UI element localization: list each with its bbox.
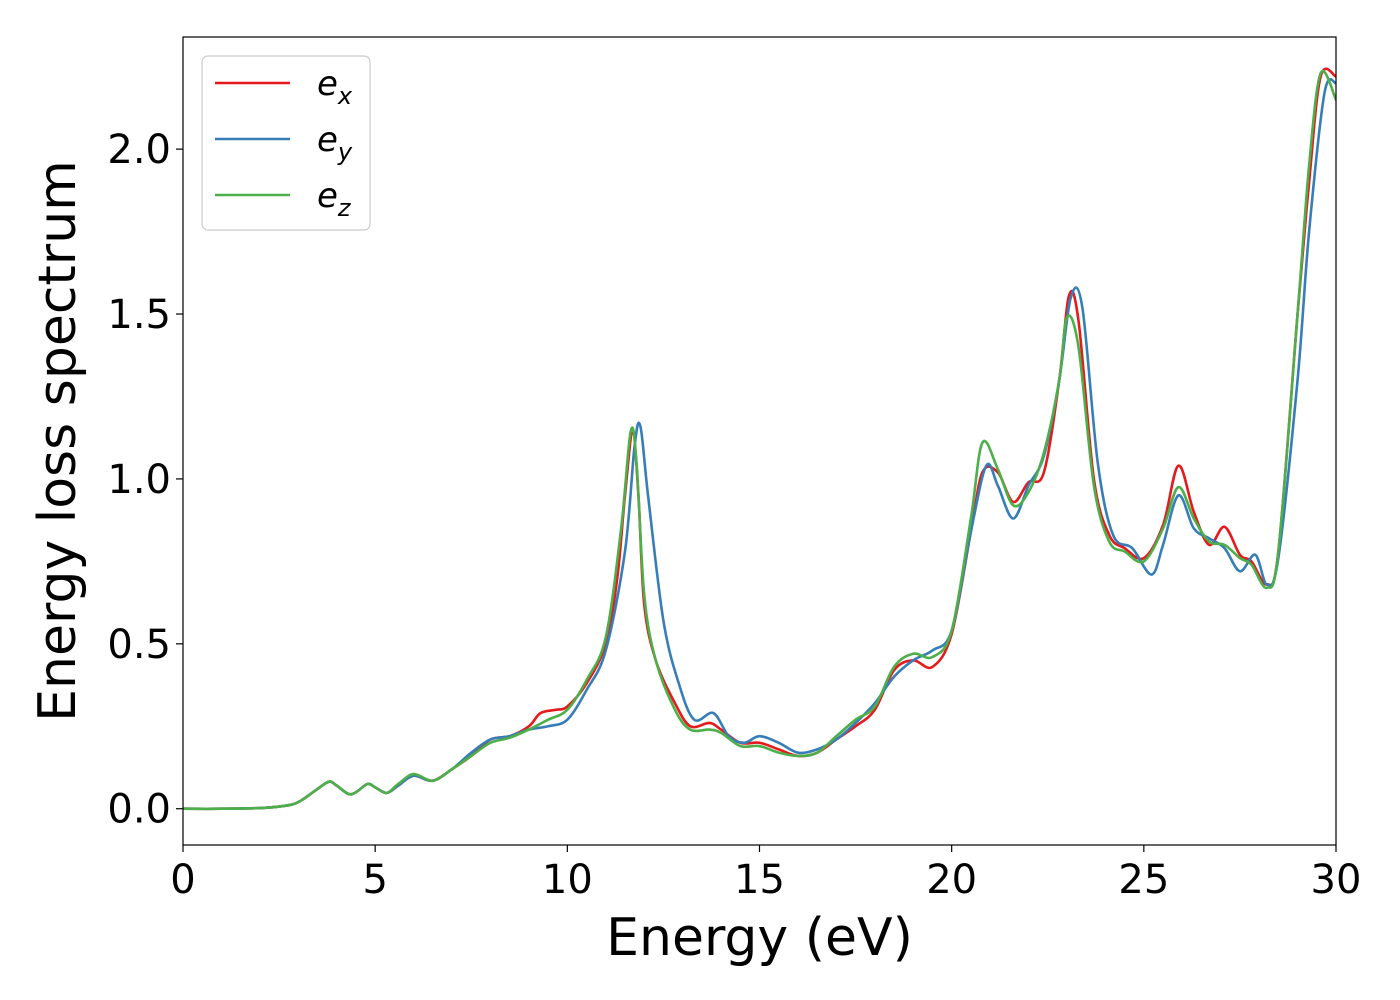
y-tick-label: 0.5 xyxy=(107,622,171,668)
legend-box xyxy=(201,55,371,231)
legend-label-e-y: ey xyxy=(317,120,353,166)
x-axis: 0 5 10 15 20 25 30 xyxy=(170,845,1361,903)
y-tick-label: 2.0 xyxy=(107,127,171,173)
legend-label-e-z: ez xyxy=(317,176,352,222)
x-tick-label: 0 xyxy=(170,857,195,903)
x-tick-label: 15 xyxy=(734,857,785,903)
y-tick-label: 1.0 xyxy=(107,457,171,503)
series-line-e-z xyxy=(183,69,1336,811)
x-tick-label: 30 xyxy=(1311,857,1362,903)
y-tick-label: 0.0 xyxy=(107,787,171,833)
x-tick-label: 5 xyxy=(362,857,387,903)
x-tick-label: 10 xyxy=(542,857,593,903)
legend: ex ey ez xyxy=(201,55,371,231)
series-layer xyxy=(183,67,1336,811)
y-axis-label: Energy loss spectrum xyxy=(28,160,88,722)
y-axis: 0.0 0.5 1.0 1.5 2.0 xyxy=(107,127,183,833)
x-tick-label: 20 xyxy=(926,857,977,903)
y-tick-label: 1.5 xyxy=(107,292,171,338)
legend-label-e-x: ex xyxy=(317,64,353,110)
x-axis-label: Energy (eV) xyxy=(606,908,913,968)
x-tick-label: 25 xyxy=(1118,857,1169,903)
